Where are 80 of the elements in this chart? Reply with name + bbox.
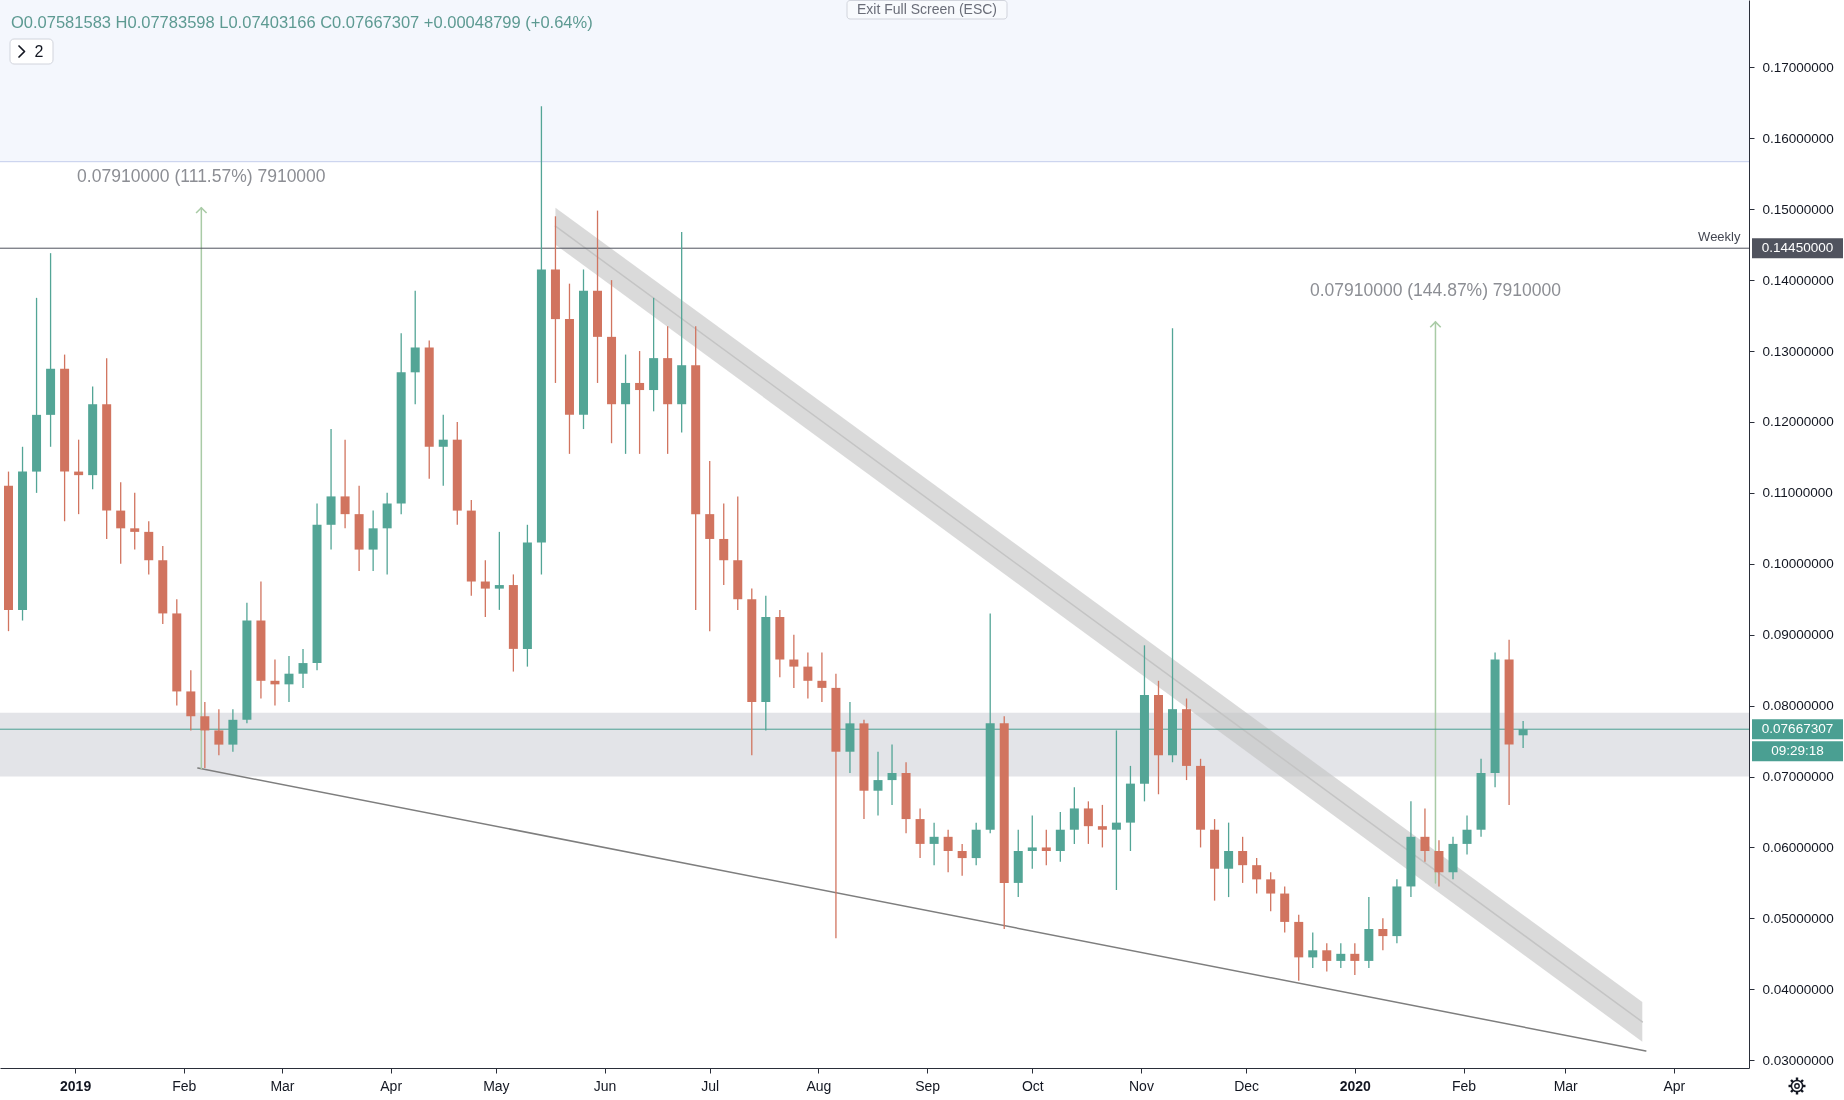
candlestick bbox=[130, 492, 140, 551]
x-tick-label: 2020 bbox=[1339, 1077, 1372, 1094]
candlestick bbox=[214, 708, 224, 756]
candlestick bbox=[1238, 836, 1248, 884]
x-tick-label: Mar bbox=[1553, 1077, 1579, 1094]
y-tick-label: 0.09000000 bbox=[1762, 627, 1834, 643]
candlestick bbox=[1336, 942, 1346, 969]
x-tick-label: Jul bbox=[701, 1077, 720, 1094]
x-tick-label: Sep bbox=[915, 1077, 941, 1094]
x-tick-label: Feb bbox=[1451, 1077, 1477, 1094]
y-tick-label: 0.15000000 bbox=[1762, 201, 1834, 217]
y-tick-label: 0.11000000 bbox=[1762, 485, 1833, 501]
candlestick bbox=[298, 648, 308, 689]
x-tick-label: Apr bbox=[380, 1077, 403, 1094]
x-tick-label: 2019 bbox=[60, 1077, 92, 1094]
candlestick bbox=[817, 651, 827, 703]
x-tick-label: Apr bbox=[1663, 1077, 1686, 1094]
candlestick bbox=[480, 559, 490, 618]
y-tick-label: 0.03000000 bbox=[1762, 1052, 1834, 1068]
x-tick-label: Nov bbox=[1129, 1077, 1154, 1094]
candlestick bbox=[1055, 811, 1065, 863]
candlestick bbox=[719, 502, 729, 586]
candlestick bbox=[1434, 839, 1444, 888]
annotation: 0.07910000 (144.87%) 7910000 bbox=[1309, 279, 1562, 300]
x-tick-label: Dec bbox=[1234, 1077, 1260, 1094]
y-tick-label: 0.16000000 bbox=[1762, 130, 1834, 146]
y-tick-label: 0.10000000 bbox=[1762, 556, 1834, 572]
candlestick bbox=[494, 531, 504, 611]
annotation: 2 bbox=[34, 43, 44, 60]
y-tick-label: 0.07000000 bbox=[1762, 769, 1834, 785]
candlestick bbox=[789, 634, 799, 689]
candlestick bbox=[1027, 814, 1037, 870]
candlestick bbox=[368, 509, 378, 572]
candlestick bbox=[1083, 800, 1093, 845]
text: 09:29:18 bbox=[1771, 743, 1824, 759]
candlestick bbox=[1224, 821, 1234, 898]
candlestick bbox=[1378, 917, 1388, 951]
x-tick-label: Oct bbox=[1021, 1077, 1044, 1094]
candlestick bbox=[929, 821, 939, 866]
candlestick bbox=[621, 353, 631, 455]
x-tick-label: Mar bbox=[270, 1077, 295, 1094]
candlestick bbox=[887, 743, 897, 806]
y-tick-label: 0.17000000 bbox=[1762, 59, 1834, 75]
candlestick bbox=[1097, 804, 1107, 849]
y-tick-label: 0.12000000 bbox=[1762, 414, 1834, 430]
candlestick bbox=[1266, 871, 1276, 912]
candlestick bbox=[1041, 829, 1051, 866]
candlestick bbox=[957, 843, 967, 877]
candlestick bbox=[1308, 931, 1318, 969]
annotation: 0.07910000 (111.57%) 7910000 bbox=[77, 165, 326, 186]
candlestick bbox=[1462, 814, 1472, 856]
candlestick bbox=[943, 829, 953, 873]
candlestick bbox=[116, 481, 126, 565]
candlestick bbox=[803, 651, 813, 700]
y-tick-label: 0.14000000 bbox=[1762, 272, 1834, 288]
candlestick bbox=[340, 439, 350, 529]
x-tick-label: Jun bbox=[593, 1077, 617, 1094]
candlestick bbox=[438, 414, 448, 487]
text: O0.07581583 H0.07783598 L0.07403166 C0.07667307 +0.00048799 (+0.64%) bbox=[11, 13, 593, 31]
candlestick bbox=[1252, 857, 1262, 895]
y-tick-label: 0.13000000 bbox=[1762, 343, 1834, 359]
candlestick bbox=[1420, 807, 1430, 863]
candlestick bbox=[635, 350, 645, 455]
candlestick bbox=[1322, 942, 1332, 973]
x-tick-label: Feb bbox=[172, 1077, 197, 1094]
y-tick-label: 0.04000000 bbox=[1762, 981, 1834, 997]
candlestick bbox=[200, 701, 210, 769]
y-tick-label: 0.08000000 bbox=[1762, 698, 1834, 714]
annotation: Exit Full Screen (ESC) bbox=[856, 1, 998, 17]
candlestick bbox=[1350, 942, 1360, 976]
y-tick-label: 0.05000000 bbox=[1762, 910, 1834, 926]
y-tick-label: 0.06000000 bbox=[1762, 839, 1834, 855]
x-tick-label: Aug bbox=[806, 1077, 832, 1094]
candlestick bbox=[1069, 786, 1079, 845]
candlestick bbox=[873, 751, 883, 817]
candlestick bbox=[284, 655, 294, 703]
ref-line-label: 0.07667307 bbox=[1761, 721, 1834, 737]
ref-line-label: 0.14450000 bbox=[1761, 240, 1834, 256]
x-tick-label: May bbox=[483, 1077, 510, 1094]
annotation: Weekly bbox=[1698, 229, 1741, 245]
